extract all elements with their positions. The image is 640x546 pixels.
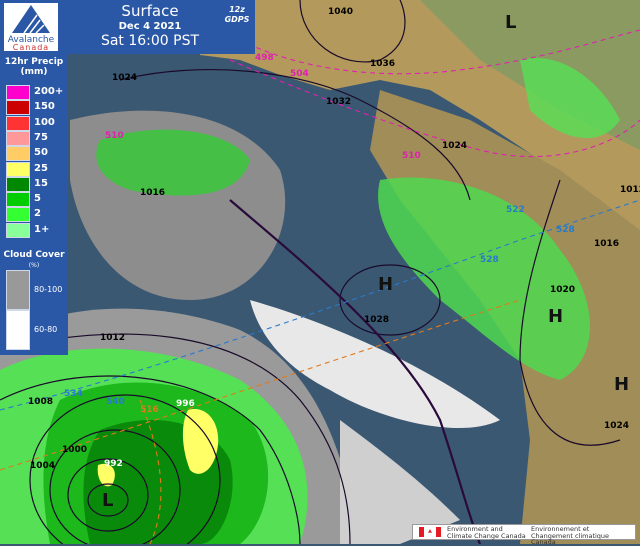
cloud-swatch <box>6 270 30 310</box>
isobars <box>0 0 621 544</box>
precip-label: 75 <box>34 131 48 143</box>
eccc-fr: Environnement et Changement climatique Ca… <box>531 525 610 546</box>
isobar-label: 1000 <box>62 445 87 455</box>
avalanche-canada-logo: Avalanche Canada <box>4 3 58 52</box>
isobar-label: 1024 <box>112 73 137 83</box>
eccc-en: Environment and Climate Change Canada <box>447 525 526 540</box>
isobar-label: 1020 <box>550 285 575 295</box>
eccc-credit: Environment and Climate Change Canada Env… <box>412 524 636 545</box>
valid-time: Sat 16:00 PST <box>100 33 200 49</box>
precip-swatch <box>6 176 30 192</box>
canada-flag-icon <box>419 527 441 537</box>
map-title: Surface <box>121 2 179 20</box>
front <box>229 199 482 544</box>
cloud-cover-white <box>250 300 500 429</box>
high-pressure-marker: H <box>378 274 393 295</box>
precip-swatch <box>6 130 30 146</box>
isobar-label: 1012 <box>620 185 640 195</box>
isobar-label: 1040 <box>328 7 353 17</box>
isobar-label: 1024 <box>442 141 467 151</box>
thickness-label: 510 <box>105 131 124 141</box>
isobar-label: 1024 <box>604 421 629 431</box>
precip-25mm <box>182 409 219 474</box>
precip-area-light <box>378 177 590 380</box>
precip-swatch <box>6 222 30 238</box>
model-info: 12z GDPS <box>224 5 250 24</box>
precip-label: 100 <box>34 116 55 128</box>
isobar-label: 1016 <box>594 239 619 249</box>
thickness-label: 522 <box>506 205 525 215</box>
isobar-label: 1016 <box>140 188 165 198</box>
isobar-label: 992 <box>104 459 123 469</box>
cloud-label: 80-100 <box>34 285 63 294</box>
isobar-label: 1012 <box>100 333 125 343</box>
isobar-label: 1004 <box>30 461 55 471</box>
cloud-legend-title: Cloud Cover <box>3 250 65 260</box>
low-pressure-marker: L <box>102 490 113 511</box>
isobar-label: 996 <box>176 399 195 409</box>
precip-swatch <box>6 192 30 208</box>
precip-label: 2 <box>34 208 41 220</box>
isobar-label: 1036 <box>370 59 395 69</box>
isobar-label: 1008 <box>28 397 53 407</box>
precip-swatch <box>6 161 30 177</box>
legend-panel: 12hr Precip (mm) 200+ 150 100 75 50 25 15 5 2 1+ … <box>0 54 68 355</box>
precip-label: 150 <box>34 101 55 113</box>
low-pressure-marker: L <box>505 12 516 33</box>
thickness-label: 510 <box>402 151 421 161</box>
precip-label: 15 <box>34 177 48 189</box>
cloud-swatch <box>6 310 30 350</box>
precip-label: 200+ <box>34 86 64 97</box>
thickness-label: 516 <box>140 405 159 415</box>
precip-swatch <box>6 115 30 131</box>
precip-label: 5 <box>34 193 41 205</box>
cloud-legend-unit: (%) <box>28 262 40 269</box>
thickness-label: 528 <box>556 225 575 235</box>
thickness-lines <box>0 29 640 544</box>
cloud-label: 60-80 <box>34 325 58 334</box>
precip-swatch <box>6 207 30 223</box>
thickness-label: 534 <box>64 389 83 399</box>
cloud-cover-white <box>340 420 460 544</box>
thickness-label: 540 <box>106 397 125 407</box>
precip-area-light <box>96 129 250 196</box>
precip-label: 25 <box>34 162 48 174</box>
header-panel: Avalanche Canada Surface Dec 4 2021 Sat … <box>0 0 255 54</box>
thickness-label: 504 <box>290 69 309 79</box>
precip-legend-title: 12hr Precip <box>4 57 64 67</box>
precip-area-light <box>520 58 620 139</box>
precip-swatch <box>6 85 30 100</box>
map-date: Dec 4 2021 <box>118 21 182 32</box>
high-pressure-marker: H <box>548 306 563 327</box>
precip-25mm <box>97 463 115 487</box>
precip-swatch <box>6 146 30 162</box>
mountain-icon <box>12 5 50 34</box>
precip-legend-unit: (mm) <box>20 67 48 77</box>
thickness-label: 528 <box>480 255 499 265</box>
high-pressure-marker: H <box>614 374 629 395</box>
precip-label: 1+ <box>34 223 50 235</box>
precip-swatch <box>6 100 30 116</box>
isobar-label: 1028 <box>364 315 389 325</box>
thickness-label: 498 <box>255 53 274 63</box>
isobar-label: 1032 <box>326 97 351 107</box>
precip-label: 50 <box>34 147 48 159</box>
